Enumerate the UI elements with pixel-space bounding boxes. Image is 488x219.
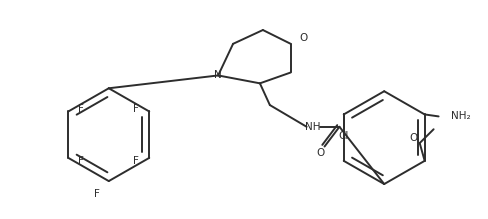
Text: F: F (94, 189, 100, 199)
Text: F: F (133, 156, 139, 166)
Text: N: N (214, 71, 222, 80)
Text: O: O (299, 33, 307, 43)
Text: O: O (409, 133, 417, 143)
Text: O: O (316, 148, 324, 158)
Text: F: F (133, 104, 139, 113)
Text: F: F (78, 104, 84, 113)
Text: Cl: Cl (338, 131, 348, 141)
Text: F: F (78, 156, 84, 166)
Text: NH₂: NH₂ (449, 111, 469, 121)
Text: NH: NH (304, 122, 320, 132)
